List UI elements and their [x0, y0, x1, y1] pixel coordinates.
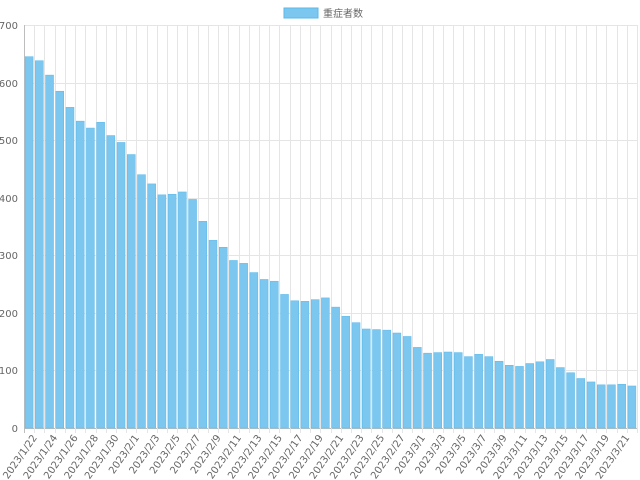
- gridlines: [24, 25, 638, 433]
- y-tick-label: 0: [12, 424, 18, 435]
- bar[interactable]: 2023/3/1: 140: [413, 347, 422, 429]
- bar[interactable]: 2023/3/14: 119: [545, 359, 555, 429]
- bar[interactable]: 2023/2/18: 220: [300, 301, 310, 429]
- bar[interactable]: 2023/2/5: 406: [167, 194, 177, 429]
- bar[interactable]: 2023/2/28: 159: [402, 336, 412, 429]
- bar[interactable]: 2023/3/6: 124: [464, 356, 473, 429]
- bar[interactable]: 2023/3/19: 75: [597, 384, 606, 429]
- bar[interactable]: 2023/3/18: 80: [586, 381, 596, 429]
- bar[interactable]: 2023/1/31: 496: [116, 142, 126, 429]
- bar[interactable]: 2023/1/29: 531: [96, 122, 105, 429]
- bar[interactable]: 2023/2/14: 258: [259, 279, 269, 429]
- bar[interactable]: 2023/3/9: 116: [494, 360, 504, 429]
- bar[interactable]: 2023/2/19: 223: [310, 299, 320, 429]
- bar[interactable]: 2023/1/28: 521: [86, 127, 95, 429]
- bar[interactable]: 2023/2/22: 194: [341, 316, 351, 429]
- bars: 2023/1/22: 6452023/1/23: 6382023/1/24: 6…: [24, 56, 637, 429]
- bar[interactable]: 2023/2/15: 255: [270, 280, 279, 429]
- y-tick-label: 300: [0, 251, 18, 262]
- bar[interactable]: 2023/2/21: 210: [331, 306, 340, 429]
- x-axis-ticks: 2023/1/222023/1/242023/1/262023/1/282023…: [1, 433, 632, 480]
- y-tick-label: 700: [0, 21, 18, 32]
- y-tick-label: 600: [0, 79, 18, 90]
- bar[interactable]: 2023/3/4: 132: [443, 351, 453, 429]
- bar[interactable]: 2023/2/7: 397: [188, 199, 197, 429]
- bar[interactable]: 2023/2/11: 291: [229, 260, 238, 429]
- y-tick-label: 200: [0, 309, 18, 320]
- bar[interactable]: 2023/2/1: 475: [127, 154, 136, 429]
- bar[interactable]: 2023/2/8: 359: [198, 221, 208, 429]
- bar[interactable]: 2023/2/16: 232: [280, 294, 289, 429]
- legend-label[interactable]: 重症者数: [323, 7, 363, 20]
- bar[interactable]: 2023/1/30: 508: [106, 135, 116, 429]
- bar[interactable]: 2023/2/13: 270: [249, 272, 259, 429]
- bar[interactable]: 2023/1/25: 585: [55, 90, 64, 429]
- bar[interactable]: 2023/2/17: 221: [290, 300, 299, 429]
- legend-swatch[interactable]: [283, 7, 319, 19]
- bar[interactable]: 2023/3/11: 107: [515, 366, 524, 429]
- bar[interactable]: 2023/2/24: 172: [362, 328, 371, 429]
- bar[interactable]: 2023/3/21: 76: [617, 384, 626, 429]
- y-tick-label: 100: [0, 366, 18, 377]
- y-axis-ticks: 0 100 200 300 400 500 600 700: [0, 21, 18, 435]
- bar[interactable]: 2023/3/22: 73: [627, 385, 637, 429]
- y-tick-label: 400: [0, 194, 18, 205]
- bar[interactable]: 2023/3/10: 109: [505, 365, 514, 429]
- bar[interactable]: 2023/3/17: 86: [576, 378, 586, 429]
- bar[interactable]: 2023/3/3: 131: [433, 352, 443, 429]
- bar[interactable]: 2023/2/20: 226: [321, 297, 330, 429]
- y-tick-label: 500: [0, 136, 18, 147]
- bar[interactable]: 2023/3/8: 124: [484, 356, 494, 429]
- bar[interactable]: 2023/1/23: 638: [35, 60, 44, 429]
- bar[interactable]: 2023/3/5: 131: [453, 352, 463, 429]
- bar[interactable]: 2023/2/26: 170: [382, 329, 391, 429]
- bar[interactable]: 2023/3/16: 96: [566, 372, 575, 429]
- bar[interactable]: 2023/3/20: 75: [607, 384, 616, 429]
- bar[interactable]: 2023/3/13: 115: [535, 361, 545, 429]
- bar[interactable]: 2023/3/15: 105: [556, 367, 565, 429]
- bar[interactable]: 2023/3/2: 130: [423, 352, 432, 429]
- bar[interactable]: 2023/1/27: 533: [75, 120, 85, 429]
- bar[interactable]: 2023/2/2: 440: [137, 174, 146, 429]
- bar[interactable]: 2023/2/9: 326: [208, 240, 218, 429]
- bar[interactable]: 2023/2/12: 286: [239, 263, 248, 429]
- bar[interactable]: 2023/2/6: 410: [178, 191, 187, 429]
- bar[interactable]: 2023/2/10: 314: [218, 246, 228, 429]
- bar[interactable]: 2023/2/23: 183: [351, 322, 361, 429]
- bar[interactable]: 2023/2/4: 405: [157, 194, 167, 429]
- bar[interactable]: 2023/1/22: 645: [24, 56, 34, 429]
- bar[interactable]: 2023/2/3: 424: [147, 183, 156, 429]
- bar[interactable]: 2023/1/24: 613: [45, 74, 54, 429]
- bar[interactable]: 2023/3/12: 112: [525, 363, 534, 429]
- bar[interactable]: 2023/3/7: 128: [474, 354, 483, 429]
- bar[interactable]: 2023/2/25: 171: [372, 329, 381, 429]
- bar[interactable]: 2023/1/26: 557: [65, 107, 75, 429]
- bar[interactable]: 2023/2/27: 165: [392, 332, 402, 429]
- legend[interactable]: 重症者数: [283, 7, 363, 20]
